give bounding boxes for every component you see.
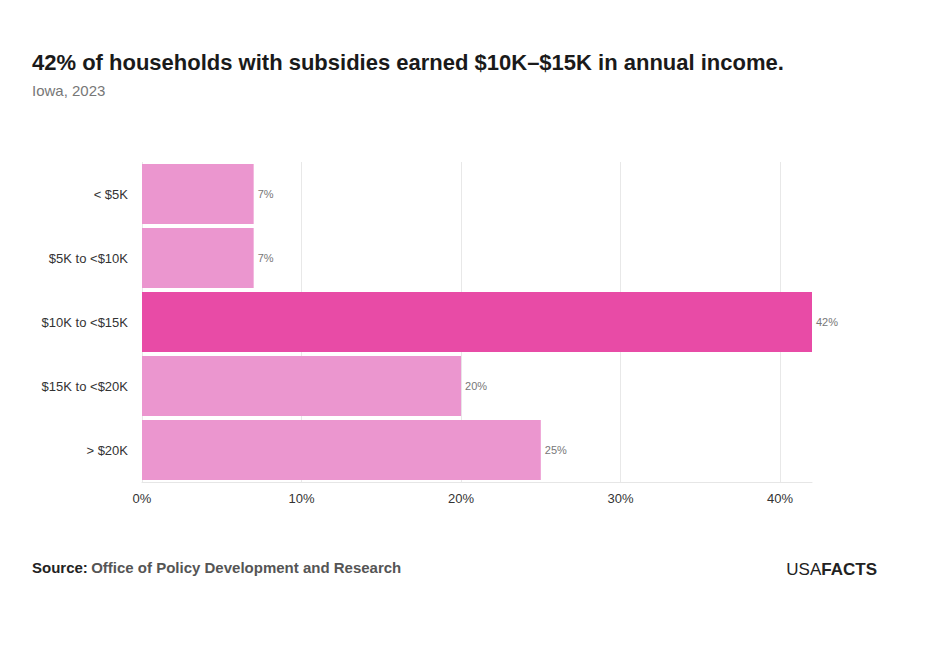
svg-text:7%: 7% <box>258 252 274 264</box>
svg-text:42% of households with subsidi: 42% of households with subsidies earned … <box>32 50 784 75</box>
svg-text:10%: 10% <box>289 491 315 506</box>
svg-text:42%: 42% <box>816 316 838 328</box>
svg-text:Source:: Source: <box>32 559 88 576</box>
svg-text:USA: USA <box>786 560 822 579</box>
svg-text:20%: 20% <box>448 491 474 506</box>
svg-text:Iowa, 2023: Iowa, 2023 <box>32 82 105 99</box>
svg-text:$15K to <$20K: $15K to <$20K <box>42 379 129 394</box>
svg-text:FACTS: FACTS <box>821 560 877 579</box>
svg-text:0%: 0% <box>133 491 152 506</box>
svg-text:$5K to <$10K: $5K to <$10K <box>49 251 128 266</box>
svg-text:< $5K: < $5K <box>94 187 129 202</box>
svg-text:20%: 20% <box>465 380 487 392</box>
svg-text:7%: 7% <box>258 188 274 200</box>
svg-text:Office of Policy Development a: Office of Policy Development and Researc… <box>91 559 401 576</box>
svg-text:$10K to <$15K: $10K to <$15K <box>42 315 129 330</box>
svg-text:30%: 30% <box>608 491 634 506</box>
svg-text:40%: 40% <box>767 491 793 506</box>
svg-text:> $20K: > $20K <box>86 443 128 458</box>
svg-text:25%: 25% <box>545 444 567 456</box>
